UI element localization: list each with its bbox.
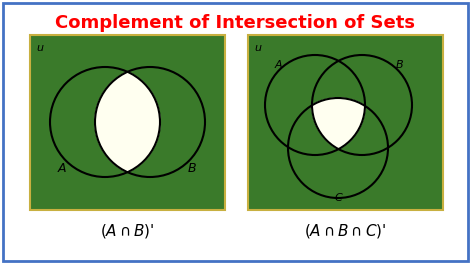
Bar [30,35,225,210]
Text: C: C [334,193,342,203]
Text: u: u [36,43,43,53]
Polygon shape [312,98,365,149]
Text: B: B [187,162,196,175]
Text: u: u [254,43,261,53]
Text: A: A [58,162,66,175]
Text: A: A [274,60,282,70]
Text: $(A\cap B\cap C)$': $(A\cap B\cap C)$' [304,222,386,240]
Polygon shape [95,72,160,172]
Text: B: B [396,60,404,70]
Text: $(A\cap B)$': $(A\cap B)$' [100,222,154,240]
Text: Complement of Intersection of Sets: Complement of Intersection of Sets [55,14,415,32]
Bar [248,35,443,210]
